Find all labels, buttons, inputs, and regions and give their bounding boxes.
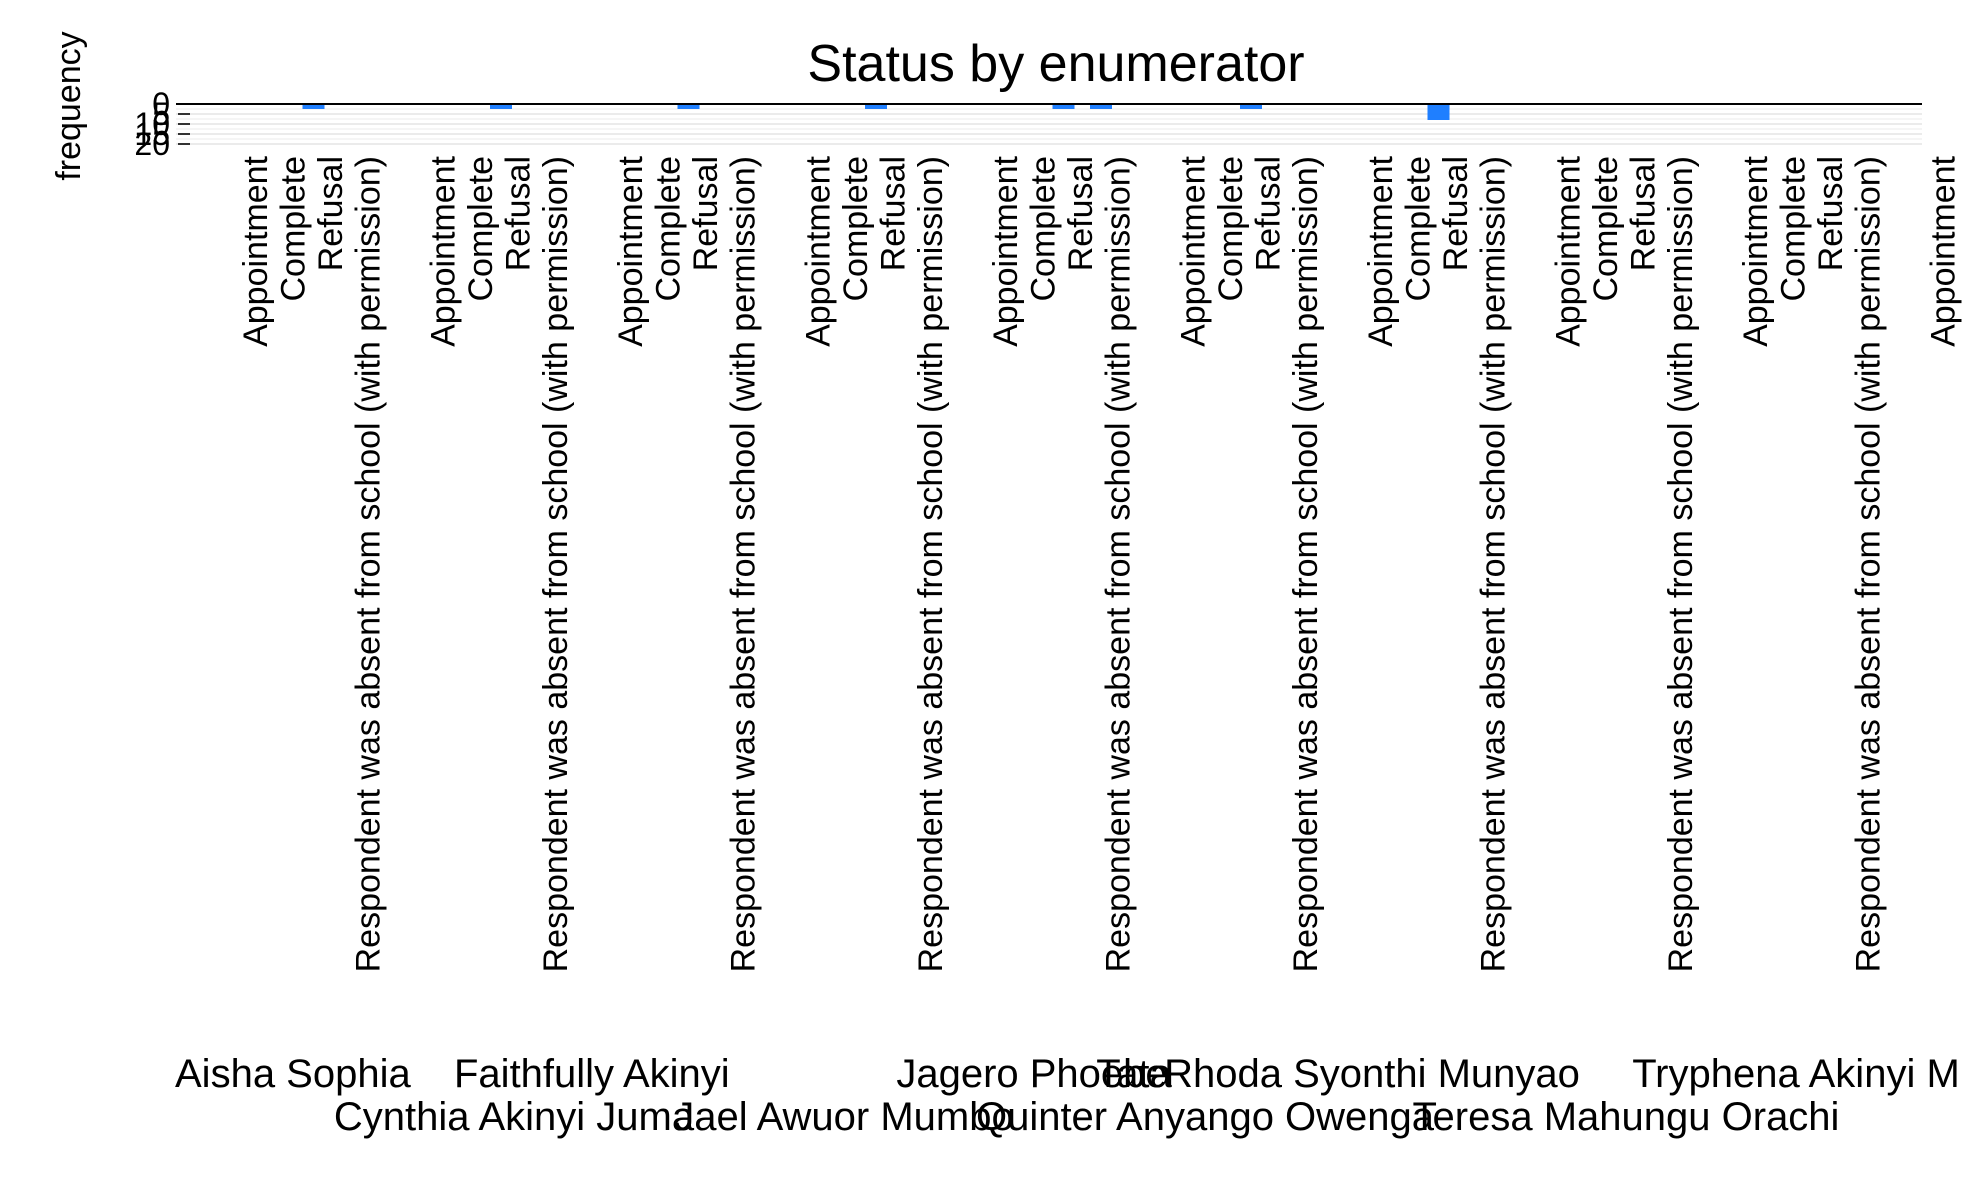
y-tick-label: 10: [134, 106, 170, 142]
x-tick-label: Appointment: [612, 155, 650, 346]
bars: [302, 104, 1450, 120]
x-tick-label: Refusal: [875, 156, 913, 271]
x-tick-label: Complete: [650, 156, 688, 302]
enumerator-label: Tata: [1096, 1052, 1172, 1096]
x-tick-label: Refusal: [1250, 156, 1288, 271]
x-tick-label: Refusal: [1625, 156, 1663, 271]
x-tick-label: Respondent was absent from school (with …: [350, 156, 388, 972]
x-tick-label: Complete: [1775, 156, 1813, 302]
bar: [677, 104, 700, 109]
enumerator-label: Faithfully Akinyi: [454, 1052, 730, 1096]
x-tick-label: Complete: [1962, 156, 1964, 302]
bar: [865, 104, 887, 109]
enumerator-label: Rhoda Syonthi Munyao: [1164, 1052, 1580, 1096]
x-tick-label: Appointment: [1550, 155, 1588, 346]
x-tick-label: Complete: [1587, 156, 1625, 302]
x-tick-label: Complete: [462, 156, 500, 302]
enumerator-label: Tryphena Akinyi M: [1632, 1052, 1960, 1096]
x-tick-label: Appointment: [237, 155, 275, 346]
chart-title: Status by enumerator: [807, 35, 1304, 93]
y-tick-label: 15: [134, 116, 170, 152]
bar: [1090, 104, 1112, 109]
x-tick-label: Complete: [837, 156, 875, 302]
bar: [1052, 104, 1075, 109]
x-tick-label: Refusal: [1062, 156, 1100, 271]
x-tick-label: Respondent was absent from school (with …: [1475, 156, 1513, 972]
x-tick-label: Respondent was absent from school (with …: [725, 156, 763, 972]
x-tick-label: Appointment: [425, 155, 463, 346]
x-tick-label: Respondent was absent from school (with …: [1662, 156, 1700, 972]
x-tick-label: Respondent was absent from school (with …: [912, 156, 950, 972]
x-tick-label: Appointment: [1362, 155, 1400, 346]
grid: [176, 103, 1922, 145]
x-tick-label: Respondent was absent from school (with …: [1100, 156, 1138, 972]
x-tick-label: Complete: [1212, 156, 1250, 302]
x-tick-label: Complete: [1025, 156, 1063, 302]
y-tick-label: 20: [134, 126, 170, 162]
x-tick-labels: Appointment Complete Refusal Respondent was…: [237, 155, 1964, 972]
x-tick-label: Refusal: [687, 156, 725, 271]
x-tick-label: Respondent was absent from school (with …: [1850, 156, 1888, 972]
enumerator-label: Quinter Anyango Owenga: [976, 1095, 1435, 1139]
x-tick-label: Complete: [275, 156, 313, 302]
x-tick-label: Appointment: [800, 155, 838, 346]
x-tick-label: Appointment: [1175, 155, 1213, 346]
bar: [302, 104, 325, 109]
y-axis-label: frequency: [50, 31, 88, 180]
bar: [1240, 104, 1262, 109]
y-tick-label: 0: [152, 86, 170, 122]
x-tick-label: Appointment: [987, 155, 1025, 346]
x-tick-label: Respondent was absent from school (with …: [1287, 156, 1325, 972]
x-tick-label: Refusal: [1812, 156, 1850, 271]
x-tick-label: Complete: [1400, 156, 1438, 302]
x-tick-label: Appointment: [1925, 155, 1963, 346]
y-tick-label: 5: [152, 96, 170, 132]
x-tick-label: Appointment: [1737, 155, 1775, 346]
enumerator-label: Aisha Sophia: [175, 1052, 411, 1096]
x-tick-label: Respondent was absent from school (with …: [537, 156, 575, 972]
bar: [1427, 104, 1450, 120]
enumerator-label: Teresa Mahungu Orachi: [1413, 1095, 1840, 1139]
enumerator-label: Jael Awuor Mumbo: [674, 1095, 1013, 1139]
x-tick-label: Refusal: [1437, 156, 1475, 271]
bar: [490, 104, 512, 109]
x-tick-label: Refusal: [312, 156, 350, 271]
enumerator-label: Jagero Phoebe: [896, 1052, 1167, 1096]
enumerator-label: Cynthia Akinyi Juma: [334, 1095, 695, 1139]
x-tick-label: Refusal: [500, 156, 538, 271]
